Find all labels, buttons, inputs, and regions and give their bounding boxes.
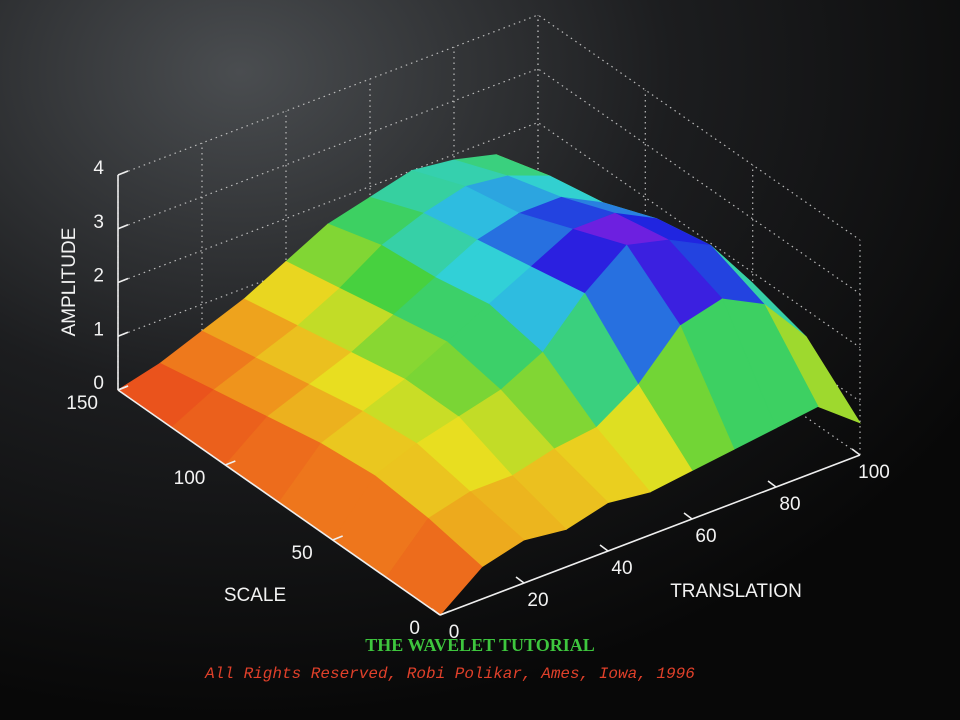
chart-subtitle: All Rights Reserved, Robi Polikar, Ames,…: [204, 665, 695, 683]
y-tick-label: 100: [174, 468, 206, 489]
x-tick-label: 100: [858, 462, 890, 483]
grid-line: [117, 175, 861, 402]
x-tick-label: 80: [779, 494, 800, 515]
y-tick-label: 50: [292, 543, 313, 564]
z-tick: [117, 170, 129, 176]
x-tick-label: 0: [449, 622, 460, 643]
z-tick-label: 0: [93, 373, 104, 394]
z-tick-label: 2: [93, 266, 104, 287]
x-tick: [683, 512, 693, 520]
x-axis: [439, 454, 861, 616]
grid-line: [117, 121, 861, 348]
z-tick: [117, 331, 129, 337]
grid-line: [117, 14, 861, 241]
y-axis-label: SCALE: [224, 585, 286, 606]
x-tick: [431, 608, 441, 616]
grid-line: [117, 68, 861, 295]
z-tick-label: 1: [93, 319, 104, 340]
x-tick-label: 40: [611, 558, 632, 579]
x-axis-label: TRANSLATION: [670, 581, 802, 602]
y-tick: [439, 610, 451, 616]
y-tick: [332, 535, 343, 541]
y-tick-label: 0: [409, 618, 420, 639]
y-axis: [117, 389, 441, 616]
y-tick: [225, 460, 236, 466]
z-axis-label: AMPLITUDE: [59, 228, 80, 337]
z-tick: [117, 224, 129, 230]
chart-title: THE WAVELET TUTORIAL: [365, 635, 594, 655]
z-tick-label: 4: [93, 158, 104, 179]
x-tick: [851, 448, 861, 456]
x-tick-label: 20: [527, 590, 548, 611]
x-tick: [515, 576, 525, 584]
z-tick-label: 3: [93, 212, 104, 233]
x-tick: [599, 544, 609, 552]
x-tick-label: 60: [695, 526, 716, 547]
z-tick: [117, 277, 129, 284]
y-tick-label: 150: [66, 393, 98, 414]
x-tick: [767, 480, 777, 488]
y-tick: [117, 385, 129, 391]
